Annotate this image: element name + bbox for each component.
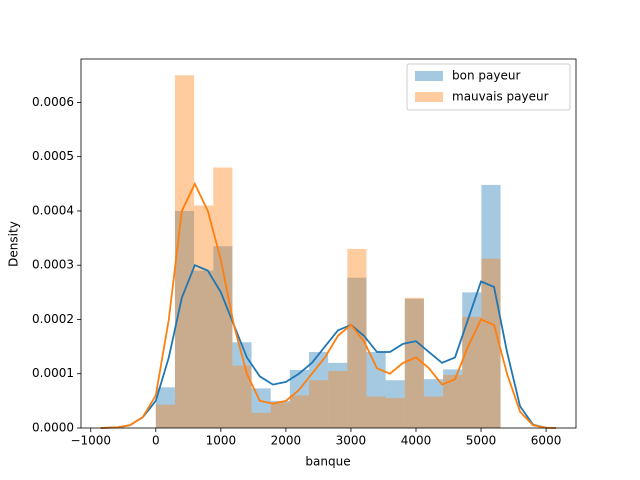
legend: bon payeur mauvais payeur [406,63,571,111]
bar [155,404,175,428]
bar [309,380,329,428]
bar [366,396,386,428]
bar [481,258,501,428]
y-tick-label: 0.0001 [32,366,74,380]
x-tick-label: 2000 [271,434,302,448]
bar [404,297,424,428]
x-axis-label: banque [305,455,350,469]
bar [232,342,252,428]
legend-swatch [415,92,443,102]
legend-label: mauvais payeur [452,90,549,104]
x-tick-label: 3000 [336,434,367,448]
plot-frame [80,58,577,429]
bar [328,362,348,428]
bar [347,277,367,428]
bar [462,292,482,428]
bar [289,395,310,428]
legend-box [406,63,571,111]
bar [155,387,175,428]
bar [347,248,367,428]
x-tick-label: 0 [152,434,160,448]
bar [404,298,424,428]
x-tick-label: 1000 [206,434,237,448]
bar [194,270,214,428]
y-tick-label: 0.0004 [32,203,74,217]
bar [174,210,195,428]
bar [462,316,482,428]
y-tick-label: 0.0006 [32,95,74,109]
bar [232,365,252,428]
bar [385,398,405,428]
bar [251,412,271,428]
bar [174,75,195,428]
bar [270,400,290,428]
x-tick-label: 4000 [401,434,432,448]
y-tick-label: 0.0005 [32,149,74,163]
legend-label: bon payeur [452,69,520,83]
kde-line [100,181,556,429]
bar [443,369,463,428]
x-tick-label: 6000 [531,434,562,448]
bar [481,184,501,428]
bar [328,371,348,428]
bar [385,380,405,428]
bar [423,379,444,428]
bar [270,402,290,428]
kde-line [100,264,556,429]
bar [251,388,271,428]
bar [194,205,214,428]
x-tick-label: 5000 [466,434,497,448]
y-axis-label: Density [7,221,21,267]
bar [423,396,444,428]
bar [443,374,463,428]
legend-swatch [415,71,443,81]
y-tick-label: 0.0000 [32,421,74,435]
x-tick-label: −1000 [70,434,111,448]
y-tick-label: 0.0003 [32,258,74,272]
y-tick-label: 0.0002 [32,312,74,326]
bar [366,352,386,428]
